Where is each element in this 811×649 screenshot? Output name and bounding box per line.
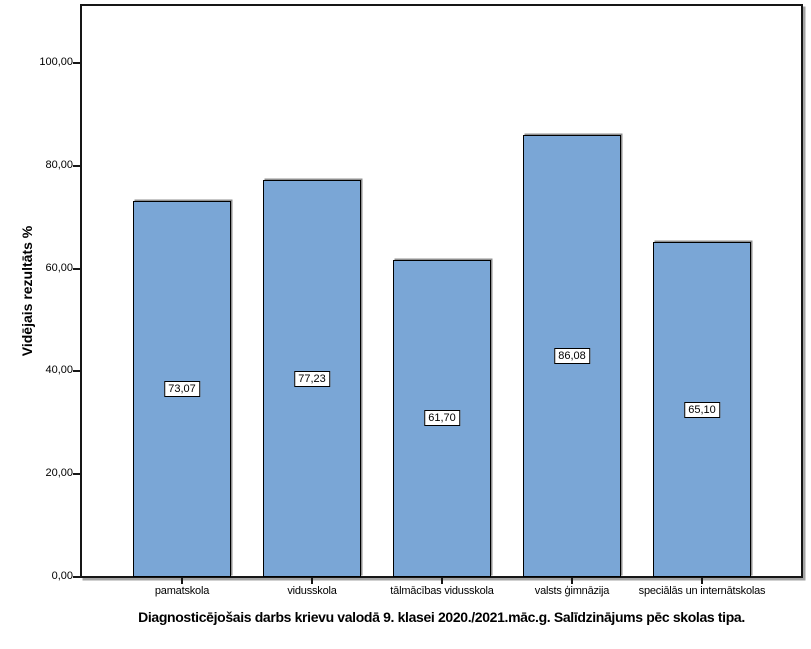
bar-value-label: 86,08 <box>554 347 590 364</box>
x-category-label: speciālās un internātskolas <box>638 585 766 597</box>
y-tick-label: 80,00 <box>45 158 73 171</box>
bar-value-label: 77,23 <box>294 370 330 387</box>
y-tick-label: 20,00 <box>45 467 73 480</box>
bar-value-label: 61,70 <box>424 410 460 427</box>
y-tick-label: 40,00 <box>45 364 73 377</box>
y-tick-label: 100,00 <box>39 56 73 68</box>
x-tick-mark <box>571 578 573 584</box>
x-category-label: valsts ģimnāzija <box>534 585 610 597</box>
y-tick-label: 60,00 <box>45 261 73 274</box>
x-category-label: tālmācības vidusskola <box>390 585 494 597</box>
y-tick-mark <box>73 473 81 476</box>
x-tick-mark <box>181 578 183 584</box>
x-category-label: vidusskola <box>287 585 337 597</box>
y-tick-mark <box>73 370 81 373</box>
chart-title: Diagnosticējošais darbs krievu valodā 9.… <box>138 609 745 625</box>
y-tick-label: 0,00 <box>51 570 73 582</box>
y-tick-mark <box>73 164 81 167</box>
bar-value-label: 73,07 <box>164 381 200 398</box>
y-tick-mark <box>73 62 81 64</box>
y-axis-title: Vidējais rezultāts % <box>19 225 35 357</box>
y-tick-mark <box>73 576 81 578</box>
x-tick-mark <box>311 578 313 584</box>
x-category-label: pamatskola <box>154 585 210 597</box>
y-tick-mark <box>73 267 81 270</box>
bar-value-label: 65,10 <box>684 401 720 418</box>
x-tick-mark <box>701 578 703 584</box>
bar <box>133 201 231 577</box>
x-tick-mark <box>441 578 443 584</box>
